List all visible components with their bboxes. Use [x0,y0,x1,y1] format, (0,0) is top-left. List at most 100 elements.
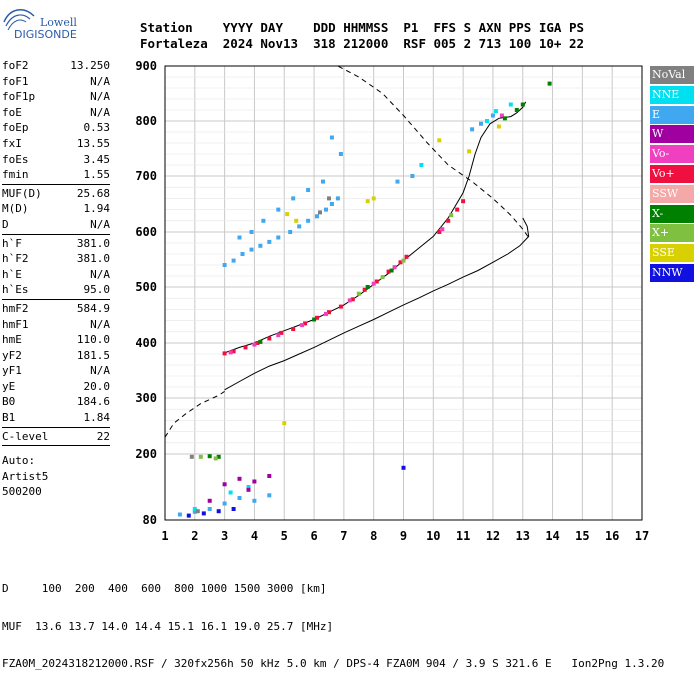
data-point-e [410,174,415,178]
x-tick-label: 16 [605,529,619,543]
data-point-nnw [186,513,191,518]
param-value: 22 [96,429,110,443]
data-point-e [207,507,212,511]
legend-item-x-: X+ [650,224,694,243]
x-tick-label: 10 [426,529,440,543]
param-name: foF1p [2,90,36,104]
ionospheric-parameters: foF2 13.250 foF1 N/A foF1p N/A foE N/A foEp 0.53 f… [2,58,110,500]
data-point-vo- [461,199,466,204]
param-row: foE N/A [2,105,110,121]
autoscaling-line: 500200 [2,485,42,499]
data-point-e [267,239,272,244]
x-tick-label: 8 [370,529,377,543]
data-point-e [470,127,475,132]
param-value: N/A [90,317,110,331]
param-row: foEs 3.45 [2,152,110,168]
data-point-e [329,202,334,206]
data-point-noval [327,196,331,201]
y-tick-label: 900 [135,59,157,73]
data-point-e [276,235,281,240]
data-point-e [237,496,242,500]
data-point-vo- [267,336,272,341]
y-tick-label: 200 [135,447,157,461]
data-point-e [177,512,182,517]
param-row: M(D) 1.94 [2,201,110,217]
x-tick-label: 12 [486,529,500,543]
legend-item-x-: X- [650,204,694,223]
param-value: 1.84 [83,411,111,425]
data-point-noval [189,454,194,459]
param-value: 1.94 [83,202,111,216]
x-tick-label: 6 [310,529,317,543]
data-point-vo- [291,327,296,331]
data-point-e [329,135,334,140]
data-point-nne [192,507,197,511]
data-point-e [192,509,197,514]
param-value: N/A [90,90,110,104]
data-point-e [324,207,328,212]
data-point-vo- [243,345,248,350]
data-point-nne [493,109,498,114]
polarization-legend: NoVal NNE E W Vo- Vo+ SSW X- X+ SSE NNW [650,66,694,284]
param-row: foEp 0.53 [2,120,110,136]
data-point-vo- [440,227,445,232]
data-point-vo- [324,311,328,316]
footer-distance-row: D 100 200 400 600 800 1000 1500 3000 [km… [2,582,327,595]
data-point-e [338,152,343,156]
param-row: h`F2 381.0 [2,251,110,267]
param-value: 181.5 [76,348,110,362]
param-name: MUF(D) [2,186,42,200]
data-point-x- [198,454,203,459]
data-point-nne [485,119,489,123]
x-tick-label: 3 [221,529,228,543]
data-point-e [297,224,302,229]
data-point-e [258,243,263,248]
legend-item-noval: NoVal [650,66,694,84]
data-point-e [490,113,495,118]
param-row: hmF1 N/A [2,317,110,333]
param-row: h`F 381.0 [2,236,110,252]
footer-file-info: FZA0M_2024318212000.RSF / 320fx256h 50 k… [2,657,665,670]
data-point-nnw [231,507,236,511]
x-tick-label: 1 [161,529,168,543]
param-value: 13.55 [76,136,110,150]
param-value: 95.0 [83,283,111,297]
data-point-e [267,493,272,498]
param-name: yF2 [2,348,22,362]
plot-frame [164,65,643,521]
param-row: h`Es 95.0 [2,282,110,298]
param-row: foF2 13.250 [2,58,110,74]
param-name: foF2 [2,59,29,72]
param-value: 381.0 [76,252,110,266]
param-name: D [2,217,9,231]
autoscaling-line: Auto: [2,454,36,468]
data-point-sse [294,218,299,223]
station-header: Station YYYY DAY DDD HHMMSS P1 FFS S AXN… [140,20,584,52]
data-point-vo- [315,315,319,320]
data-point-vo- [222,351,227,356]
param-divider [2,445,110,447]
data-point-vo- [386,269,391,274]
data-point-e [222,501,227,506]
data-point-sse [496,124,501,129]
param-row: B0 184.6 [2,394,110,410]
param-name: M(D) [2,202,29,216]
autoscaling-line: Artist5 [2,469,49,483]
data-point-vo- [499,113,504,118]
x-tick-label: 14 [545,529,559,543]
param-name: foEs [2,152,29,166]
legend-item-sse: SSE [650,244,694,263]
param-name: foF1 [2,74,29,88]
param-name: B0 [2,395,16,409]
data-point-vo- [327,310,331,315]
param-row: h`E N/A [2,267,110,283]
logo-line1: Lowell [40,16,77,29]
data-point-nne [246,485,251,489]
param-value: 25.68 [76,186,110,200]
param-name: h`F2 [2,252,29,266]
param-value: N/A [90,105,110,119]
param-name: yF1 [2,364,22,378]
model-profile-lower [164,390,225,438]
data-point-nnw [216,509,221,514]
param-row: yF1 N/A [2,363,110,379]
